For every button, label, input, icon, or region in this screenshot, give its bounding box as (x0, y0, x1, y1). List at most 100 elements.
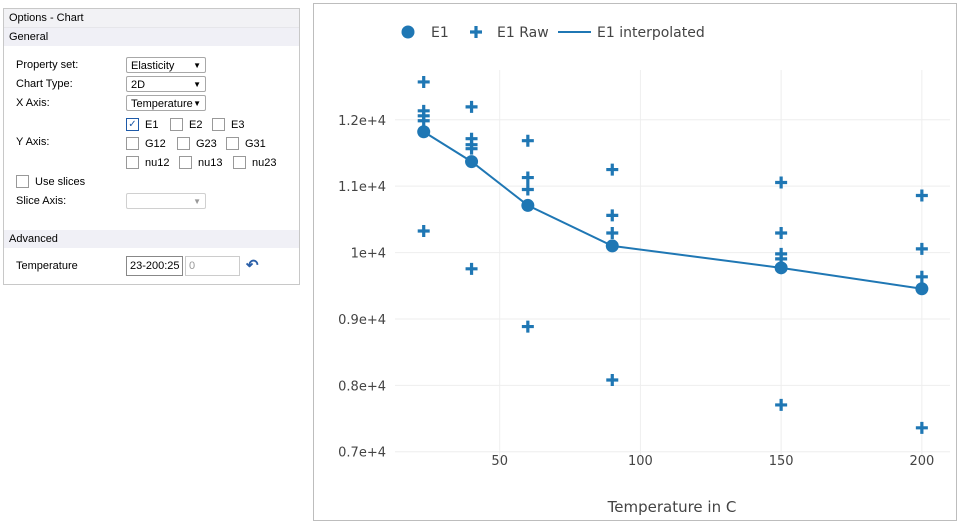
raw-point (521, 320, 534, 333)
chart-type-label: Chart Type: (16, 78, 73, 90)
y-axis-checkbox-nu13[interactable]: nu13 (179, 155, 223, 170)
checkbox-label: E1 (145, 119, 159, 131)
raw-point (775, 176, 788, 189)
raw-point (465, 100, 478, 113)
y-axis-checkbox-e2[interactable]: E2 (170, 117, 203, 132)
checkbox-label: nu13 (198, 157, 223, 169)
raw-point (606, 374, 619, 387)
dropdown-arrow-icon: ▼ (193, 61, 201, 70)
raw-point (915, 242, 928, 255)
chart-type-dropdown[interactable]: 2D ▼ (126, 76, 206, 92)
checkbox-box[interactable] (170, 117, 183, 131)
legend-label-e1: E1 (431, 25, 449, 41)
e1-point (774, 261, 788, 275)
y-tick-label: 1.2e+4 (338, 114, 386, 129)
use-slices-checkbox[interactable]: Use slices (16, 174, 86, 189)
checkbox-box[interactable] (126, 136, 139, 150)
x-tick-label: 50 (491, 454, 508, 469)
e1-point (915, 282, 929, 296)
checkbox-box[interactable] (226, 136, 239, 150)
checkbox-box[interactable] (233, 155, 246, 169)
raw-point (465, 142, 478, 155)
y-tick-label: 1e+4 (351, 247, 386, 262)
property-set-dropdown[interactable]: Elasticity ▼ (126, 57, 206, 73)
x-axis-dropdown[interactable]: Temperature ▼ (126, 95, 206, 111)
raw-point (606, 163, 619, 176)
chart-type-value: 2D (131, 79, 146, 91)
x-tick-label: 150 (769, 454, 794, 469)
checkbox-box[interactable] (126, 155, 139, 169)
y-tick-label: 0.7e+4 (338, 446, 386, 461)
raw-point (915, 189, 928, 202)
property-set-label: Property set: (16, 59, 79, 71)
raw-point (417, 114, 430, 127)
slice-axis-dropdown[interactable]: ▼ (126, 193, 206, 209)
temperature-value-input[interactable]: 0 (185, 256, 240, 276)
dropdown-arrow-icon: ▼ (193, 99, 201, 108)
checkbox-label: E2 (189, 119, 203, 131)
y-tick-label: 0.8e+4 (338, 379, 386, 394)
checkmark-icon[interactable]: ✓ (126, 117, 139, 131)
e1-point (417, 125, 431, 139)
x-axis-title: Temperature in C (607, 498, 737, 516)
panel-title: Options - Chart (4, 9, 299, 28)
e1-point (465, 155, 479, 169)
checkbox-label: nu12 (145, 157, 170, 169)
checkbox-label: G12 (145, 138, 166, 150)
legend-label-raw: E1 Raw (497, 25, 549, 41)
y-axis-label: Y Axis: (16, 136, 50, 148)
checkbox-label: G31 (245, 138, 266, 150)
dropdown-arrow-icon: ▼ (193, 80, 201, 89)
x-axis-label: X Axis: (16, 97, 50, 109)
raw-point (417, 224, 430, 237)
y-tick-label: 1.1e+4 (338, 180, 386, 195)
raw-point (521, 171, 534, 184)
checkbox-box[interactable] (16, 174, 29, 188)
raw-point (606, 209, 619, 222)
options-panel: Options - Chart General Property set: El… (3, 8, 300, 285)
y-axis-checkbox-g31[interactable]: G31 (226, 136, 266, 151)
y-tick-label: 0.9e+4 (338, 313, 386, 328)
y-axis-checkbox-nu23[interactable]: nu23 (233, 155, 277, 170)
chart-container (313, 3, 957, 521)
temperature-range-input[interactable]: 23-200:25 (126, 256, 183, 276)
raw-point (775, 226, 788, 239)
legend-label-interpolated: E1 interpolated (597, 25, 705, 41)
section-general: General (4, 28, 299, 46)
legend-marker-e1 (401, 25, 415, 39)
raw-point (915, 421, 928, 434)
x-tick-label: 200 (909, 454, 934, 469)
checkbox-label: E3 (231, 119, 245, 131)
raw-point (606, 226, 619, 239)
y-axis-checkbox-g12[interactable]: G12 (126, 136, 166, 151)
interpolated-line (423, 130, 923, 290)
checkbox-label: nu23 (252, 157, 277, 169)
use-slices-label: Use slices (35, 176, 86, 188)
checkbox-box[interactable] (212, 117, 225, 131)
legend-marker-raw (470, 26, 482, 38)
checkbox-box[interactable] (177, 136, 190, 150)
e1-point (605, 239, 619, 253)
section-advanced: Advanced (4, 230, 299, 248)
raw-point (465, 262, 478, 275)
temperature-label: Temperature (16, 260, 78, 272)
x-axis-value: Temperature (131, 98, 193, 110)
y-axis-checkbox-nu12[interactable]: nu12 (126, 155, 170, 170)
y-axis-checkbox-g23[interactable]: G23 (177, 136, 217, 151)
dropdown-arrow-icon: ▼ (193, 197, 201, 206)
raw-point (521, 183, 534, 196)
x-tick-label: 100 (628, 454, 653, 469)
y-axis-checkbox-e3[interactable]: E3 (212, 117, 245, 132)
raw-point (915, 270, 928, 283)
raw-point (521, 134, 534, 147)
y-axis-checkbox-e1[interactable]: ✓ E1 (126, 117, 159, 132)
checkbox-box[interactable] (179, 155, 192, 169)
slice-axis-label: Slice Axis: (16, 195, 67, 207)
e1-point (521, 198, 535, 212)
raw-point (417, 75, 430, 88)
undo-arrow-icon[interactable]: ↶ (246, 257, 259, 274)
raw-point (775, 398, 788, 411)
checkbox-label: G23 (196, 138, 217, 150)
property-set-value: Elasticity (131, 60, 175, 72)
